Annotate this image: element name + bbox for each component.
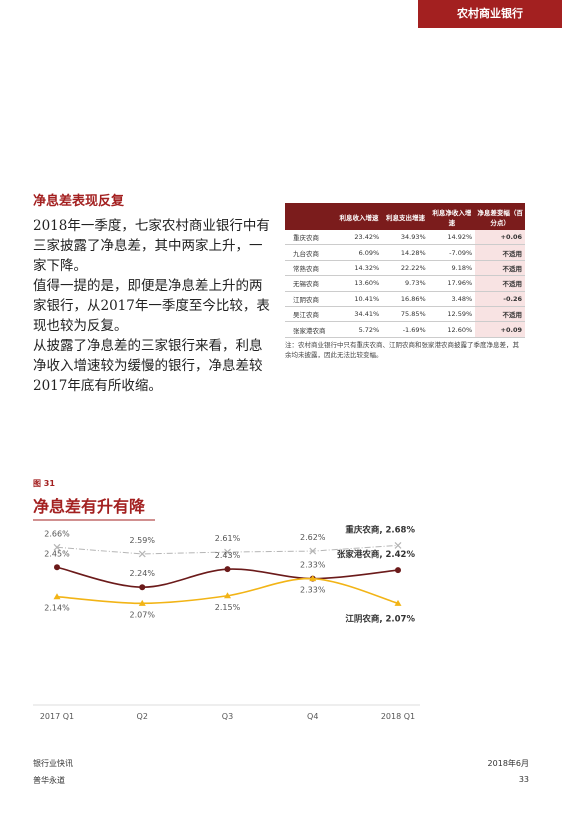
footer-text: 33 xyxy=(518,775,529,784)
table-row: 无锡农商 13.60% 9.73% 17.96% 不适用 xyxy=(285,275,525,292)
marker xyxy=(138,550,146,558)
chart-title: 净息差有升有降 xyxy=(33,497,146,516)
footer-text: 银行业快讯 xyxy=(33,759,73,768)
table-cell: 江阴农商 xyxy=(285,291,336,307)
marker xyxy=(53,543,61,551)
header-cell: 净息差变幅（百分点） xyxy=(475,203,525,230)
marker xyxy=(54,564,60,571)
series-end-label: 江阴农商, 2.07% xyxy=(345,613,415,624)
table-cell: 九台农商 xyxy=(285,244,336,261)
table-row: 九台农商 6.09% 14.28% -7.09% 不适用 xyxy=(285,244,525,261)
table-cell: -7.09% xyxy=(428,244,476,261)
footer-text: 2018年6月 xyxy=(487,759,529,768)
table-cell: 14.32% xyxy=(335,260,383,277)
table-cell: +0.09 xyxy=(475,321,525,338)
marker xyxy=(309,547,317,555)
x-tick-label: Q4 xyxy=(307,712,318,721)
marker xyxy=(53,593,61,600)
data-label: 2.24% xyxy=(130,569,156,578)
table-cell: 张家港农商 xyxy=(285,321,336,338)
table: 利息收入增速 利息支出增速 利息净收入增速 净息差变幅（百分点） 重庆农商 23.42% 3… xyxy=(285,203,525,338)
table-cell: 10.41% xyxy=(335,291,383,307)
table-cell: -0.26 xyxy=(475,291,525,307)
table-cell: 3.48% xyxy=(428,291,476,307)
marker xyxy=(139,584,146,591)
marker xyxy=(394,599,402,606)
x-tick-label: 2018 Q1 xyxy=(381,712,415,721)
table-cell: 23.42% xyxy=(335,230,383,246)
table-cell: 常熟农商 xyxy=(285,260,336,277)
table-row: 吴江农商 34.41% 75.85% 12.59% 不适用 xyxy=(285,306,525,323)
table-cell: 不适用 xyxy=(475,260,525,277)
data-label: 2.62% xyxy=(300,533,326,542)
table-row: 江阴农商 10.41% 16.86% 3.48% -0.26 xyxy=(285,291,525,307)
table-cell: 17.96% xyxy=(428,275,476,292)
data-label: 2.59% xyxy=(130,536,156,545)
series-end-label: 张家港农商, 2.42% xyxy=(337,549,416,560)
header-cell: 利息支出增速 xyxy=(382,203,429,230)
footer-text: 普华永道 xyxy=(33,776,65,785)
data-label: 2.45% xyxy=(44,549,70,558)
data-label: 2.33% xyxy=(300,561,326,570)
table-row: 常熟农商 14.32% 22.22% 9.18% 不适用 xyxy=(285,260,525,277)
header-cell xyxy=(285,203,336,230)
table-row: 张家港农商 5.72% -1.69% 12.60% +0.09 xyxy=(285,321,525,338)
header-cell: 利息净收入增速 xyxy=(428,203,476,230)
marker xyxy=(138,599,146,606)
table-cell: 34.41% xyxy=(335,306,383,323)
marker xyxy=(224,566,231,573)
data-label: 2.15% xyxy=(215,603,241,612)
data-label: 2.07% xyxy=(130,610,156,619)
paragraph: 从披露了净息差的三家银行来看，利息净收入增速较为缓慢的银行，净息差较2017年底… xyxy=(33,338,263,394)
table-cell: 不适用 xyxy=(475,275,525,292)
table-cell: 14.92% xyxy=(428,230,476,246)
paragraph: 2018年一季度，七家农村商业银行中有三家披露了净息差，其中两家上升，一家下降。 xyxy=(33,218,270,274)
table-cell: 12.60% xyxy=(428,321,476,338)
paragraph: 值得一提的是，即便是净息差上升的两家银行，从2017年一季度至今比较，表现也较为… xyxy=(33,278,270,334)
marker xyxy=(394,541,402,549)
x-tick-label: Q2 xyxy=(137,712,148,721)
table-cell: +0.06 xyxy=(475,230,525,246)
table-cell: 重庆农商 xyxy=(285,230,336,246)
marker xyxy=(224,548,231,556)
data-label: 2.43% xyxy=(215,551,241,560)
x-tick-label: Q3 xyxy=(222,712,233,721)
header-cell: 利息收入增速 xyxy=(335,203,383,230)
marker xyxy=(224,592,231,599)
data-label: 2.66% xyxy=(44,529,70,538)
data-label: 2.14% xyxy=(44,604,70,613)
table-cell: 吴江农商 xyxy=(285,306,336,323)
table-cell: 6.09% xyxy=(335,244,383,261)
table-cell: 9.18% xyxy=(428,260,476,277)
table-cell: 34.93% xyxy=(382,230,429,246)
table-cell: 不适用 xyxy=(475,244,525,261)
figure-label: 图 31 xyxy=(33,479,55,488)
table-cell: 5.72% xyxy=(335,321,383,338)
marker xyxy=(395,567,401,574)
data-label: 2.61% xyxy=(215,534,241,543)
table-row: 重庆农商 23.42% 34.93% 14.92% +0.06 xyxy=(285,230,525,246)
table-cell: 13.60% xyxy=(335,275,383,292)
table-cell: 12.59% xyxy=(428,306,476,323)
table-cell: 14.28% xyxy=(382,244,429,261)
table-cell: 9.73% xyxy=(382,275,429,292)
series-end-label: 重庆农商, 2.68% xyxy=(345,524,415,535)
table-cell: 75.85% xyxy=(382,306,429,323)
x-tick-label: 2017 Q1 xyxy=(40,712,74,721)
section-title: 净息差表现反复 xyxy=(33,194,125,209)
header-tab: 农村商业银行 xyxy=(418,0,562,28)
table-cell: 16.86% xyxy=(382,291,429,307)
data-label: 2.33% xyxy=(300,586,326,595)
table-note: 注：农村商业银行中只有重庆农商、江阴农商和张家港农商披露了季度净息差，其余均未披… xyxy=(285,341,519,359)
table-cell: 22.22% xyxy=(382,260,429,277)
marker xyxy=(309,575,317,582)
table-cell: -1.69% xyxy=(382,321,429,338)
table-cell: 不适用 xyxy=(475,306,525,323)
table-cell: 无锡农商 xyxy=(285,275,336,292)
